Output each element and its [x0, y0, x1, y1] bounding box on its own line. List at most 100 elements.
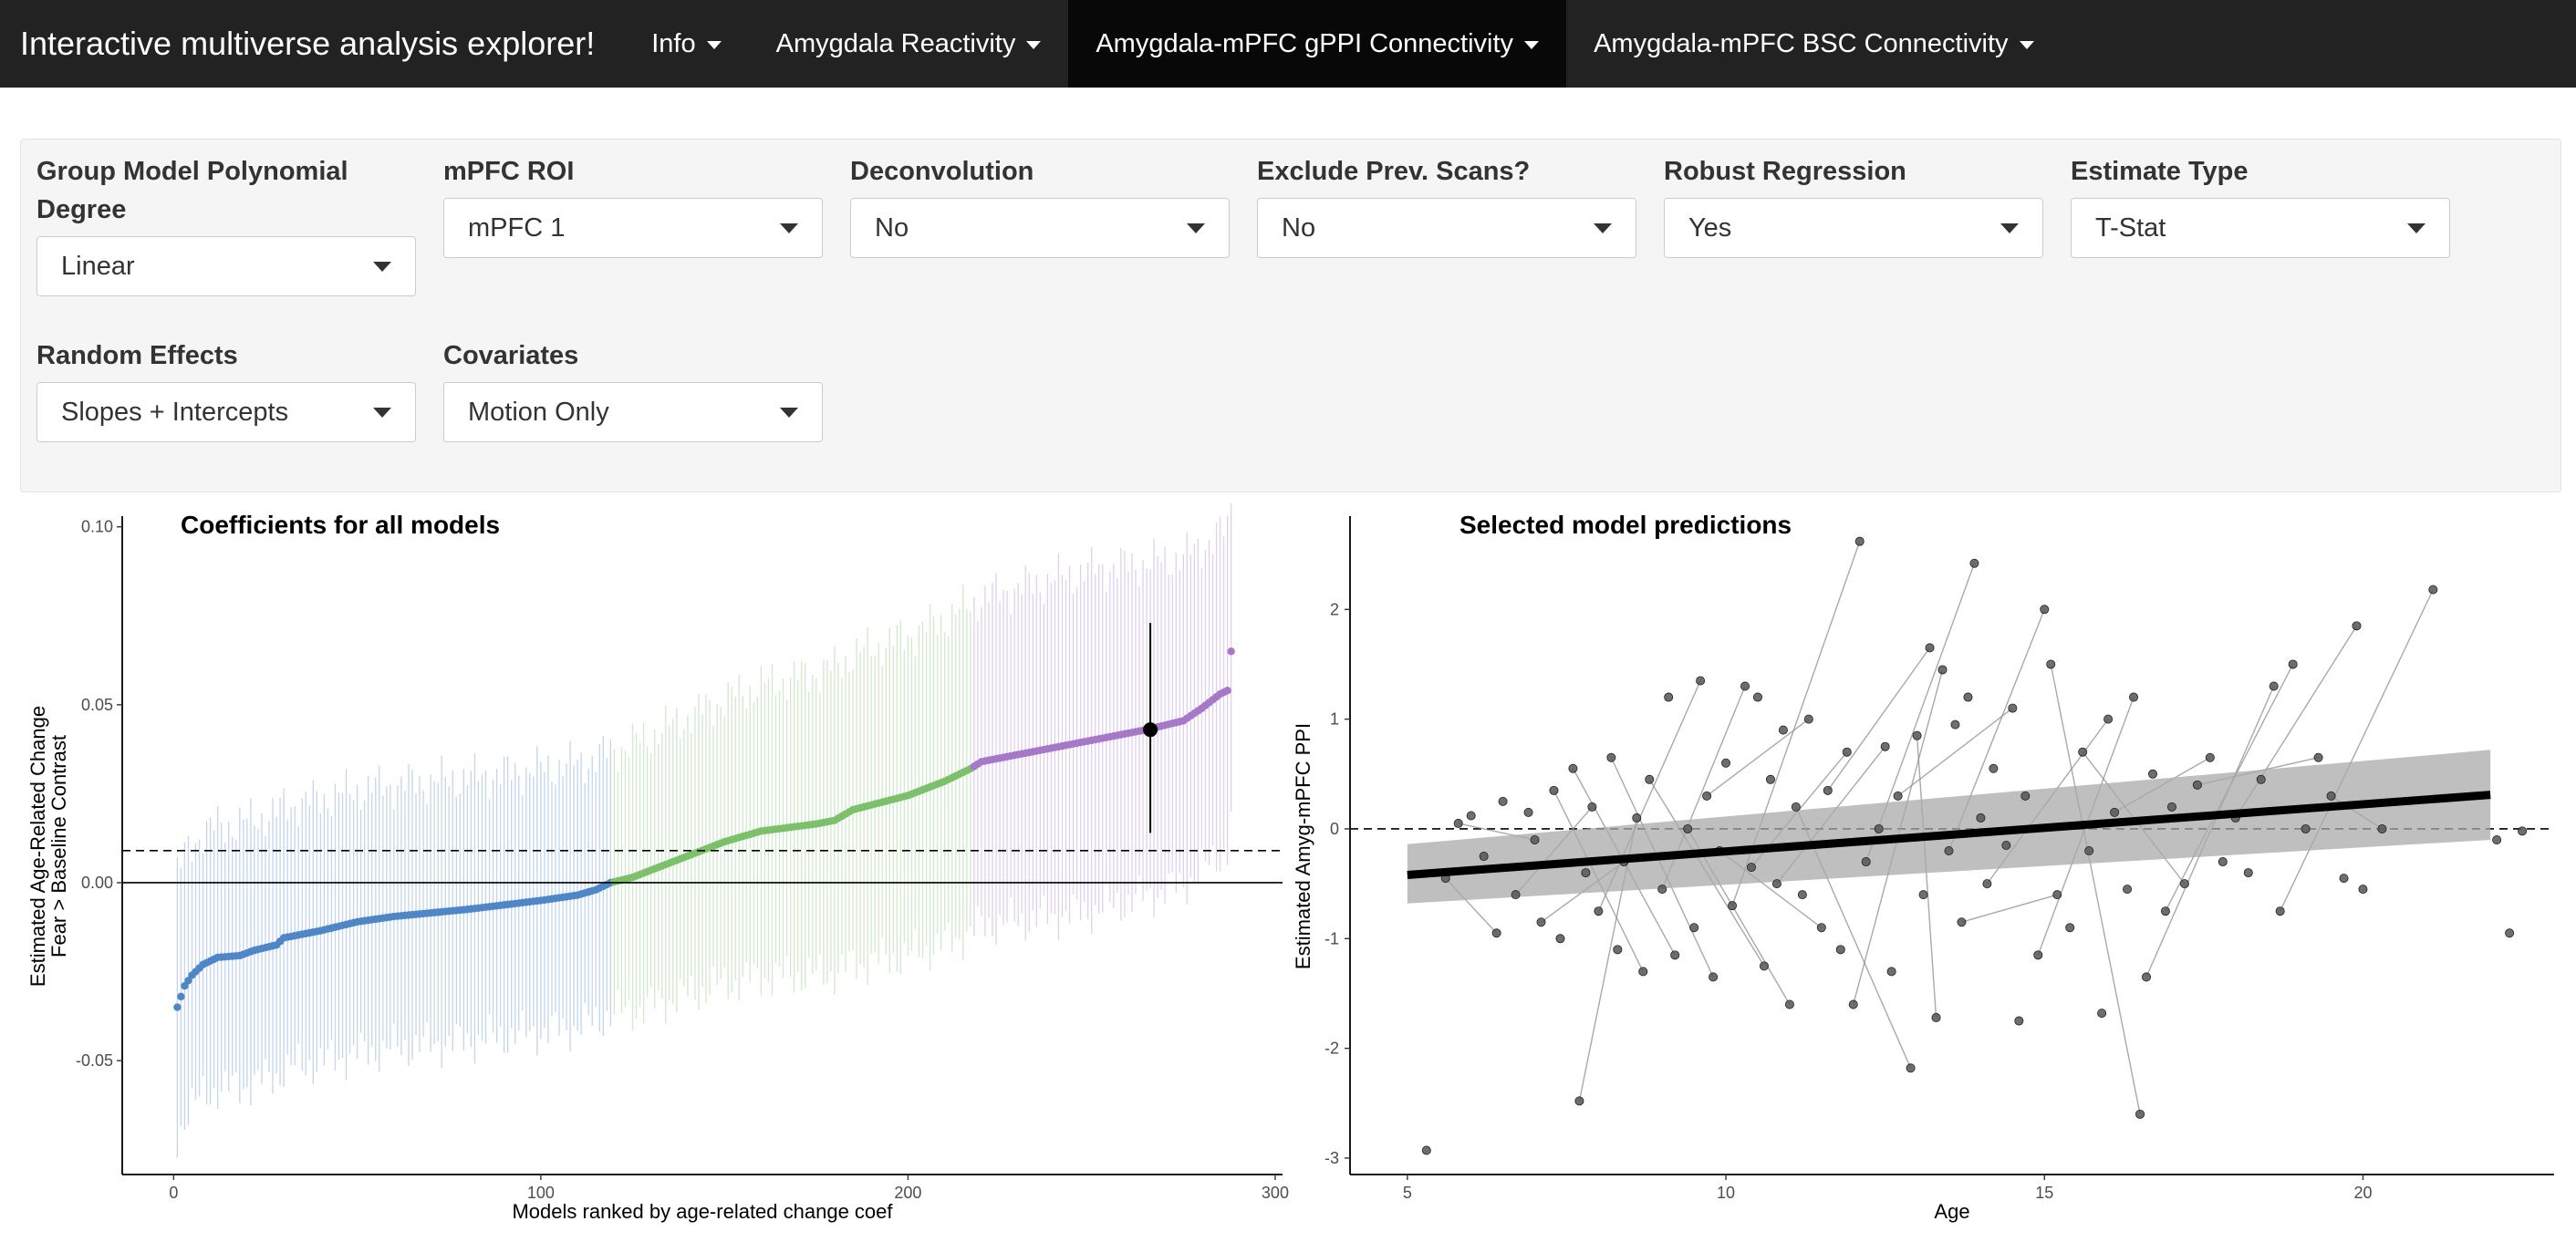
data-point [1664, 692, 1674, 702]
dropdown-arrow-icon [1594, 223, 1612, 233]
predictions-chart-title: Selected model predictions [1459, 511, 1792, 539]
data-point [1721, 758, 1731, 768]
y-tick-label: 0.00 [81, 874, 113, 892]
data-point [1606, 752, 1616, 762]
caret-down-icon [2019, 40, 2034, 49]
caret-down-icon [1524, 40, 1540, 49]
x-tick-label: 10 [1717, 1184, 1735, 1202]
control-robust-regression: Robust Regression Yes [1664, 152, 2043, 258]
covariates-select[interactable]: Motion Only [443, 382, 823, 442]
subject-trajectory-line [1706, 719, 1810, 797]
data-point [1466, 811, 1476, 821]
data-point [1536, 917, 1546, 927]
data-point [2358, 885, 2368, 895]
data-point [2052, 890, 2062, 900]
data-point [1823, 785, 1833, 795]
data-point [2256, 774, 2266, 784]
data-point [2243, 868, 2253, 878]
model-predictions-chart: -3 -2 -1 0 1 2 5 10 15 20 Selected model predicti… [1295, 511, 2554, 1223]
data-point [2492, 834, 2502, 844]
data-point [2148, 769, 2158, 779]
data-point [1752, 692, 1762, 702]
mpfc-roi-select[interactable]: mPFC 1 [443, 198, 823, 258]
y-tick-label: 0 [1330, 820, 1339, 838]
estimate-type-select[interactable]: T-Stat [2071, 198, 2450, 258]
select-value: mPFC 1 [468, 212, 566, 243]
data-point [1453, 818, 1463, 828]
data-point [1778, 725, 1788, 735]
data-point [1969, 558, 1979, 568]
nav-item-bsc-connectivity[interactable]: Amygdala-mPFC BSC Connectivity [1566, 0, 2061, 88]
data-point [1835, 945, 1845, 955]
x-tick-label: 200 [894, 1184, 921, 1202]
data-point [1632, 812, 1642, 823]
select-value: Slopes + Intercepts [61, 397, 289, 427]
model-estimate-point [184, 977, 192, 985]
data-point [1740, 681, 1750, 691]
data-point [1523, 807, 1533, 817]
data-point [1702, 791, 1712, 801]
predictions-y-axis-label: Estimated Amyg-mPFC PPI [1295, 723, 1314, 969]
data-point [2040, 605, 2050, 615]
control-label: Covariates [443, 341, 579, 370]
nav-item-info[interactable]: Info [624, 0, 748, 88]
data-point [2123, 885, 2133, 895]
subject-trajectory-line [1916, 735, 1937, 1018]
data-point [2001, 840, 2011, 850]
control-random-effects: Random Effects Slopes + Intercepts [36, 336, 416, 442]
control-estimate-type: Estimate Type T-Stat [2071, 152, 2450, 258]
navbar-brand[interactable]: Interactive multiverse analysis explorer… [20, 25, 596, 62]
model-estimate-point [1223, 687, 1231, 695]
data-point [1861, 857, 1871, 867]
data-point [1771, 879, 1781, 889]
subject-trajectory-line [1961, 894, 2058, 923]
data-point [1784, 999, 1794, 1009]
predictions-x-axis-label: Age [1934, 1200, 1969, 1223]
robust-regression-select[interactable]: Yes [1664, 198, 2043, 258]
data-point [2103, 714, 2114, 724]
data-point [1689, 923, 1699, 933]
control-deconvolution: Deconvolution No [850, 152, 1230, 258]
data-point [1957, 917, 1967, 927]
select-value: Motion Only [468, 397, 609, 427]
subject-trajectory-line [1897, 708, 2013, 797]
data-point [1791, 802, 1801, 812]
data-point [1479, 852, 1489, 862]
y-tick-label: -0.05 [76, 1051, 113, 1070]
data-point [1816, 923, 1826, 933]
nav-item-amygdala-reactivity[interactable]: Amygdala Reactivity [749, 0, 1069, 88]
data-point [1893, 791, 1903, 801]
exclude-prev-scans-select[interactable]: No [1257, 198, 1636, 258]
data-point [1918, 890, 1928, 900]
data-point [1587, 802, 1597, 812]
data-point [2046, 659, 2056, 669]
caret-down-icon [706, 40, 722, 49]
data-point [2313, 752, 2323, 762]
data-point [1759, 961, 1769, 971]
nav-item-label: Amygdala-mPFC gPPI Connectivity [1096, 28, 1514, 58]
model-estimate-point [173, 1003, 182, 1011]
data-point [1670, 950, 1680, 960]
nav-item-gppi-connectivity[interactable]: Amygdala-mPFC gPPI Connectivity [1068, 0, 1567, 88]
controls-panel: Group Model Polynomial Degree Linear mPF… [20, 139, 2561, 492]
data-point [1848, 999, 1858, 1009]
subject-trajectory-line [2280, 589, 2434, 912]
select-value: No [1282, 212, 1316, 243]
data-point [2301, 823, 2311, 833]
data-point [2033, 950, 2043, 960]
navbar: Interactive multiverse analysis explorer… [0, 0, 2576, 88]
random-effects-select[interactable]: Slopes + Intercepts [36, 382, 416, 442]
select-value: Yes [1688, 212, 1732, 243]
polynomial-degree-select[interactable]: Linear [36, 236, 416, 296]
data-point [2218, 857, 2228, 867]
data-point [1746, 863, 1756, 873]
x-tick-label: 5 [1403, 1184, 1412, 1202]
subject-trajectory-line [1827, 647, 1931, 792]
data-point [1657, 885, 1667, 895]
data-point [1982, 879, 1992, 889]
data-point [2269, 681, 2279, 691]
deconvolution-select[interactable]: No [850, 198, 1230, 258]
data-point [1854, 536, 1864, 546]
coefficients-y-axis-label-line2: Fear > Baseline Contrast [47, 735, 70, 957]
data-point [1797, 890, 1807, 900]
